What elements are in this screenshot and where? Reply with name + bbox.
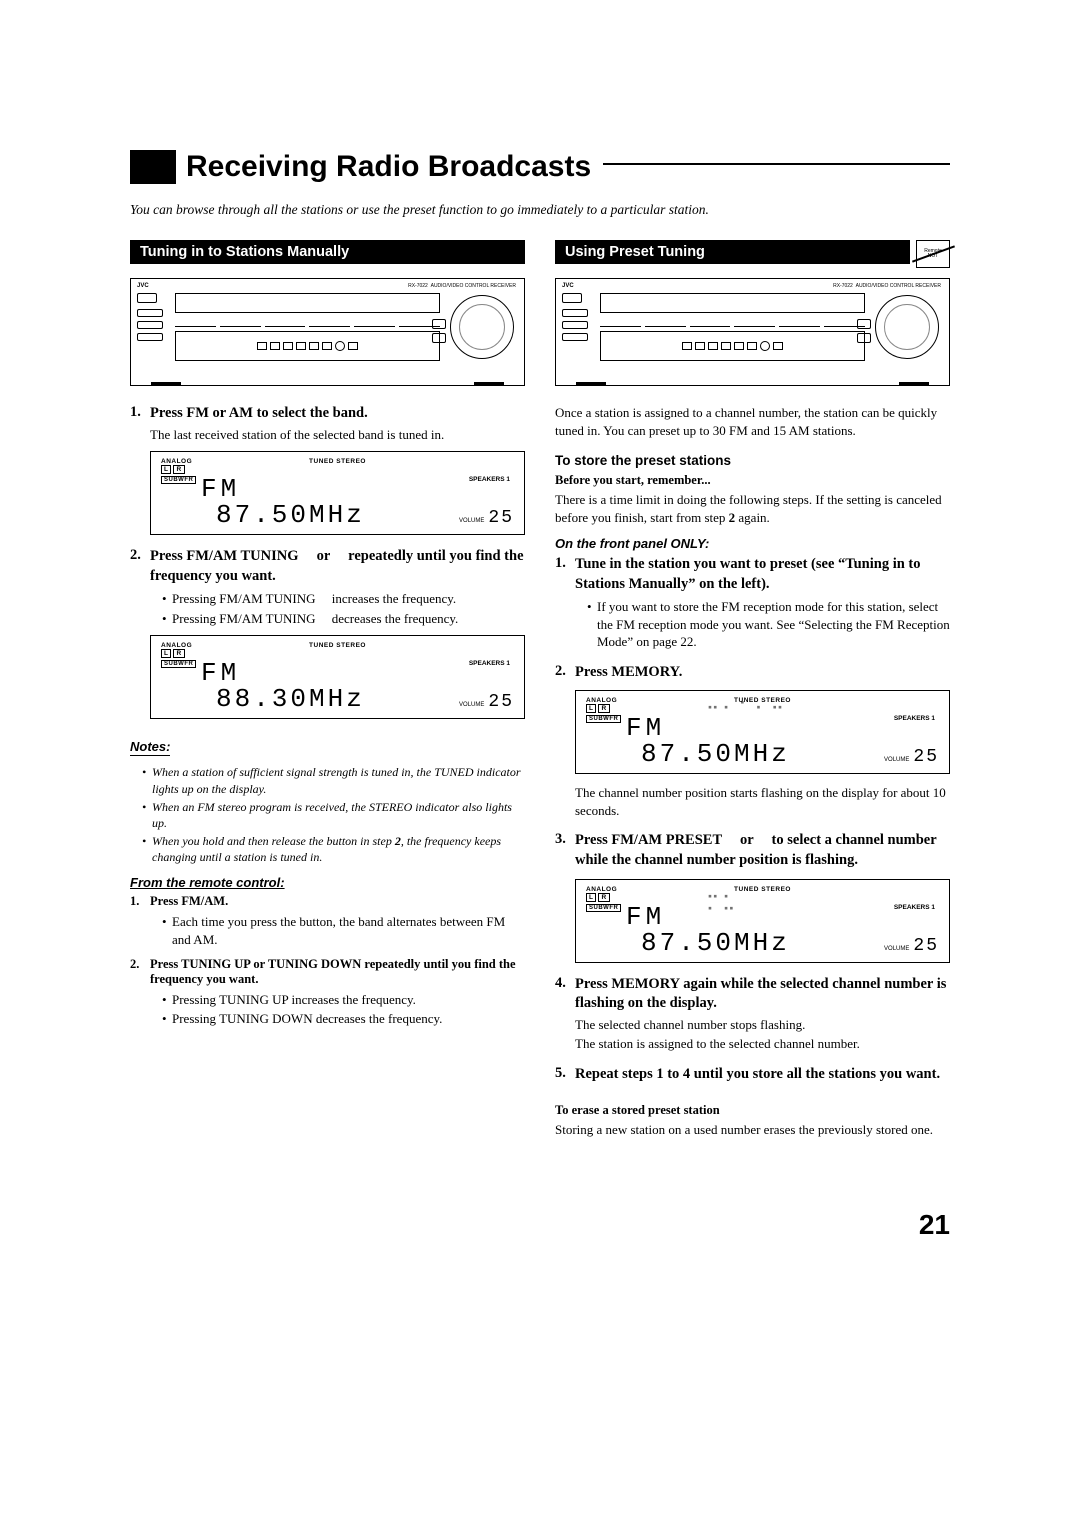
sub-head: Press FM/AM. — [150, 894, 525, 909]
left-section-title: Tuning in to Stations Manually — [130, 240, 525, 264]
lcd-speakers: SPEAKERS 1 — [894, 904, 935, 911]
right-section-title: Using Preset Tuning — [555, 240, 910, 264]
lcd-band: FM — [626, 904, 939, 930]
right-column: Using Preset Tuning Remote NOT JVCRX-702… — [555, 240, 950, 1139]
lcd-display-1: ANALOG LR SUBWFR TUNED STEREO SPEAKERS 1… — [150, 451, 525, 535]
lcd-analog: ANALOG — [586, 886, 617, 893]
step-head: Press MEMORY. — [575, 663, 950, 683]
note-item: When an FM stereo program is received, t… — [142, 799, 525, 831]
step-body: The station is assigned to the selected … — [575, 1035, 950, 1053]
lcd-subwfr: SUBWFR — [586, 715, 621, 723]
page-number: 21 — [130, 1209, 950, 1241]
page-intro: You can browse through all the stations … — [130, 202, 950, 218]
step-head: Press FM or AM to select the band. — [150, 404, 525, 424]
bullet: Pressing TUNING UP increases the frequen… — [162, 991, 525, 1009]
step-body: The selected channel number stops flashi… — [575, 1016, 950, 1034]
lcd-display-3: ANALOG LR SUBWFR TUNED STEREO SPEAKERS 1… — [575, 690, 950, 774]
erase-head: To erase a stored preset station — [555, 1102, 950, 1119]
before-body: There is a time limit in doing the follo… — [555, 491, 950, 526]
lcd-tuned: TUNED STEREO — [309, 458, 366, 465]
lcd-vol: 25 — [913, 936, 939, 956]
bullet: Each time you press the button, the band… — [162, 913, 525, 948]
step-head: Press FM/AM PRESET or to select a channe… — [575, 831, 950, 870]
bullet: Pressing TUNING DOWN decreases the frequ… — [162, 1010, 525, 1028]
lcd-band: FM — [201, 476, 514, 502]
lcd-vol: 25 — [488, 692, 514, 712]
lcd-subwfr: SUBWFR — [586, 904, 621, 912]
step-head: Repeat steps 1 to 4 until you store all … — [575, 1065, 950, 1085]
left-step-1: Press FM or AM to select the band. The l… — [130, 404, 525, 535]
lcd-analog: ANALOG — [161, 642, 192, 649]
lcd-speakers: SPEAKERS 1 — [894, 715, 935, 722]
note-item: When a station of sufficient signal stre… — [142, 764, 525, 796]
lcd-vol-label: VOLUME — [884, 757, 909, 763]
step-head: Tune in the station you want to preset (… — [575, 555, 950, 594]
lcd-band: FM — [201, 660, 514, 686]
front-panel-label: On the front panel ONLY: — [555, 536, 950, 551]
remote-step-2: Press TUNING UP or TUNING DOWN repeatedl… — [130, 957, 525, 1028]
remote-not-icon: Remote NOT — [916, 240, 950, 268]
before-label: Before you start, remember... — [555, 472, 950, 489]
notes-label: Notes: — [130, 739, 170, 756]
lcd-speakers: SPEAKERS 1 — [469, 476, 510, 483]
right-intro: Once a station is assigned to a channel … — [555, 404, 950, 439]
right-step-3: Press FM/AM PRESET or to select a channe… — [555, 831, 950, 962]
lcd-display-4: ANALOG LR SUBWFR TUNED STEREO SPEAKERS 1… — [575, 879, 950, 963]
left-column: Tuning in to Stations Manually JVCRX-702… — [130, 240, 525, 1139]
lcd-subwfr: SUBWFR — [161, 660, 196, 668]
sub-head: Press TUNING UP or TUNING DOWN repeatedl… — [150, 957, 525, 987]
store-head: To store the preset stations — [555, 453, 950, 468]
right-step-2: Press MEMORY. ANALOG LR SUBWFR TUNED STE… — [555, 663, 950, 820]
page-title: Receiving Radio Broadcasts — [186, 150, 591, 184]
lcd-vol-label: VOLUME — [459, 518, 484, 524]
erase-body: Storing a new station on a used number e… — [555, 1121, 950, 1139]
lcd-subwfr: SUBWFR — [161, 476, 196, 484]
left-step-2: Press FM/AM TUNING or repeatedly until y… — [130, 547, 525, 719]
lcd-analog: ANALOG — [586, 697, 617, 704]
lcd-tuned: TUNED STEREO — [309, 642, 366, 649]
right-step-1: Tune in the station you want to preset (… — [555, 555, 950, 651]
step-body: The channel number position starts flash… — [575, 784, 950, 819]
title-block-icon — [130, 150, 176, 184]
lcd-speakers: SPEAKERS 1 — [469, 660, 510, 667]
lcd-vol: 25 — [913, 747, 939, 767]
lcd-tuned: TUNED STEREO — [734, 886, 791, 893]
note-item: When you hold and then release the butto… — [142, 833, 525, 865]
lcd-display-2: ANALOG LR SUBWFR TUNED STEREO SPEAKERS 1… — [150, 635, 525, 719]
lcd-vol: 25 — [488, 508, 514, 528]
lcd-analog: ANALOG — [161, 458, 192, 465]
right-step-4: Press MEMORY again while the selected ch… — [555, 975, 950, 1053]
lcd-vol-label: VOLUME — [459, 702, 484, 708]
receiver-illustration: JVCRX-7022 AUDIO/VIDEO CONTROL RECEIVER — [130, 278, 525, 386]
bullet: Pressing FM/AM TUNING increases the freq… — [162, 590, 525, 608]
title-rule — [603, 163, 950, 165]
title-row: Receiving Radio Broadcasts — [130, 150, 950, 184]
step-body: The last received station of the selecte… — [150, 426, 525, 444]
receiver-illustration: JVCRX-7022 AUDIO/VIDEO CONTROL RECEIVER — [555, 278, 950, 386]
notes-block: Notes: When a station of sufficient sign… — [130, 731, 525, 865]
right-step-5: Repeat steps 1 to 4 until you store all … — [555, 1065, 950, 1085]
from-remote-label: From the remote control: — [130, 875, 525, 890]
step-head: Press MEMORY again while the selected ch… — [575, 975, 950, 1014]
lcd-vol-label: VOLUME — [884, 946, 909, 952]
bullet: If you want to store the FM reception mo… — [587, 598, 950, 651]
remote-step-1: Press FM/AM. Each time you press the but… — [130, 894, 525, 948]
step-head: Press FM/AM TUNING or repeatedly until y… — [150, 547, 525, 586]
bullet: Pressing FM/AM TUNING decreases the freq… — [162, 610, 525, 628]
